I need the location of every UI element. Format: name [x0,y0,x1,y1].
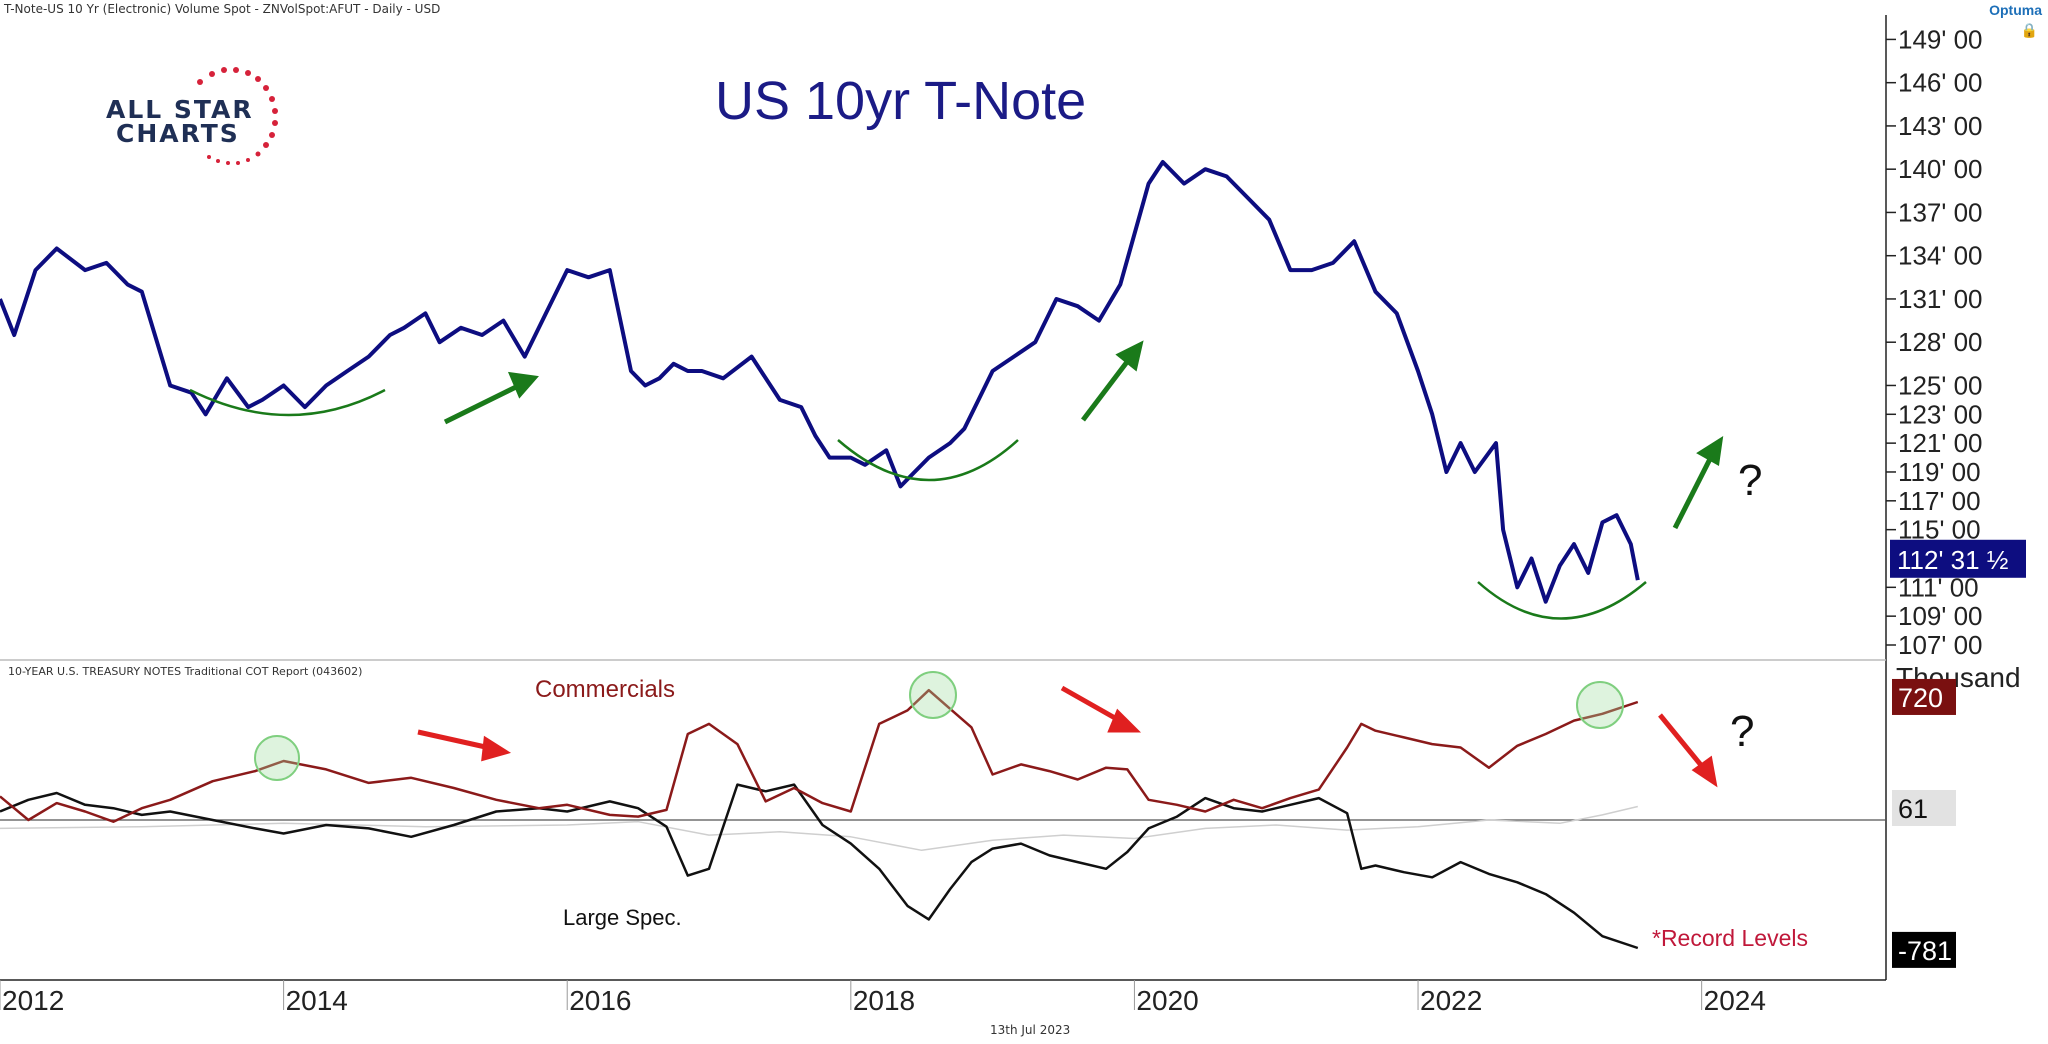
price-y-tick-label: 123' 00 [1898,399,1983,429]
price-y-tick-label: 117' 00 [1898,486,1981,516]
price-y-tick-label: 109' 00 [1898,601,1983,631]
question-mark-top: ? [1738,456,1763,505]
commercials-label: Commercials [535,676,676,703]
x-tick-label: 2022 [1420,985,1482,1016]
x-tick-label: 2012 [2,985,64,1016]
x-tick-label: 2020 [1136,985,1198,1016]
lock-icon[interactable]: 🔒 [2020,22,2038,38]
price-y-tick-label: 131' 00 [1898,284,1983,314]
last-value-label: 112' 31 ½ [1897,545,2008,575]
question-mark-bottom: ? [1730,707,1755,756]
cot-value-badge [1892,678,1956,715]
chart-header: T-Note-US 10 Yr (Electronic) Volume Spot… [4,2,441,16]
axes: 149' 00 146' 00 143' 00 140' 00 137' 00 134' … [0,24,2026,1016]
price-y-tick-label: 149' 00 [1898,24,1983,54]
cot-series-commercials [0,688,1639,823]
cot-value-label: 720 [1898,683,1943,713]
cot-series-small-traders [0,805,1638,852]
green-arrow-3-head [1696,435,1724,466]
red-arrow-2-head [1107,708,1142,733]
record-circles [254,671,1624,781]
cot-value-label: 61 [1898,794,1928,824]
large-spec-label: Large Spec. [563,905,682,930]
cot-report-label: 10-YEAR U.S. TREASURY NOTES Traditional … [8,665,363,678]
base-arc-2022 [1477,581,1647,620]
record-circle-2023 [1576,681,1624,729]
red-arrows [417,685,1718,788]
price-y-tick-label: 143' 00 [1898,111,1983,141]
record-levels-label: *Record Levels [1652,925,1808,951]
price-y-tick-label: 128' 00 [1898,327,1983,357]
price-y-tick-label: 134' 00 [1898,241,1983,271]
green-arrows [443,340,1724,530]
logo-line1: ALL STAR [106,95,254,124]
red-arrow-1 [417,729,491,751]
logo-line2: CHARTS [116,119,240,148]
price-y-tick-label: 121' 00 [1898,428,1983,458]
cot-value-label: -781 [1898,936,1952,966]
price-y-tick-label: 115' 00 [1898,515,1981,545]
x-tick-label: 2014 [286,985,348,1016]
green-arrow-1 [443,382,522,425]
last-value-badge [1890,539,2026,578]
cot-panel [0,688,1639,950]
green-arrow-1-head [507,371,539,399]
price-y-tick-label: 119' 00 [1898,457,1981,487]
price-series-line [0,160,1640,604]
price-panel [0,160,1640,604]
chart-title: US 10yr T-Note [715,71,1087,131]
price-y-tick-label: 146' 00 [1898,68,1983,98]
red-arrow-3-head [1691,755,1718,788]
all-star-charts-logo: ALL STAR CHARTS [100,62,300,172]
price-y-tick-label: 125' 00 [1898,370,1983,400]
x-tick-label: 2018 [853,985,915,1016]
cot-value-badge [1892,790,1956,827]
annotations [189,388,1647,620]
base-arc-2013 [189,388,386,417]
x-tick-label: 2016 [569,985,631,1016]
x-tick-label: 2024 [1704,985,1766,1016]
red-arrow-3 [1658,713,1707,772]
logo-stars [197,67,278,165]
cot-series-large-spec [0,783,1639,950]
optuma-brand: Optuma [1989,2,2042,18]
footer-date: 13th Jul 2023 [990,1023,1071,1037]
price-y-tick-label: 107' 00 [1898,630,1983,660]
price-y-tick-label: 137' 00 [1898,197,1983,227]
price-y-tick-label: 140' 00 [1898,154,1983,184]
green-arrow-3 [1672,453,1715,530]
cot-value-badge [1892,931,1956,968]
red-arrow-2 [1060,685,1124,725]
record-circle-2018 [909,671,957,719]
base-arc-2018 [837,439,1019,482]
record-circle-2014 [254,735,300,781]
green-arrow-2 [1081,356,1132,422]
green-arrow-2-head [1115,340,1144,372]
red-arrow-1-head [481,735,512,762]
